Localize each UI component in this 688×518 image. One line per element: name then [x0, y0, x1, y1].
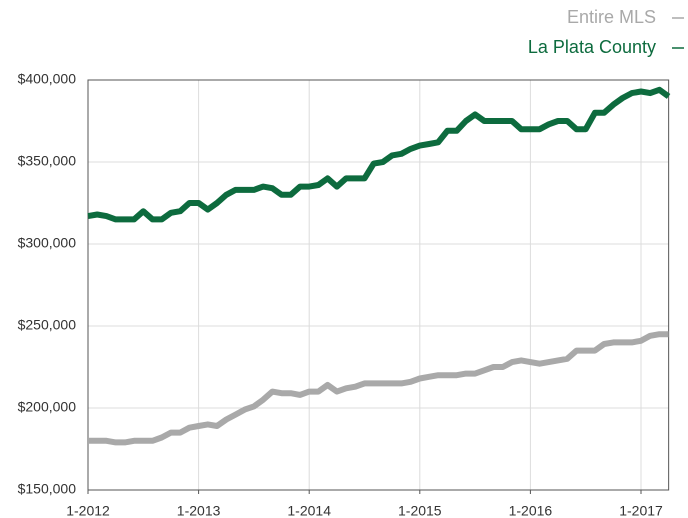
x-tick-label: 1-2015 — [398, 503, 442, 518]
y-tick-label: $300,000 — [18, 235, 77, 251]
y-tick-label: $250,000 — [18, 317, 77, 333]
legend-label: Entire MLS — [567, 7, 656, 27]
plot-frame — [87, 79, 670, 491]
x-tick-label: 1-2016 — [509, 503, 553, 518]
y-tick-label: $150,000 — [18, 481, 77, 497]
x-tick-label: 1-2014 — [287, 503, 331, 518]
x-tick-label: 1-2013 — [177, 503, 221, 518]
y-tick-label: $350,000 — [18, 153, 77, 169]
y-tick-label: $400,000 — [18, 71, 77, 87]
x-tick-label: 1-2012 — [66, 503, 110, 518]
y-tick-label: $200,000 — [18, 399, 77, 415]
series-line — [88, 331, 669, 446]
legend-label: La Plata County — [528, 37, 656, 57]
series-line — [87, 86, 671, 223]
x-tick-label: 1-2017 — [619, 503, 663, 518]
